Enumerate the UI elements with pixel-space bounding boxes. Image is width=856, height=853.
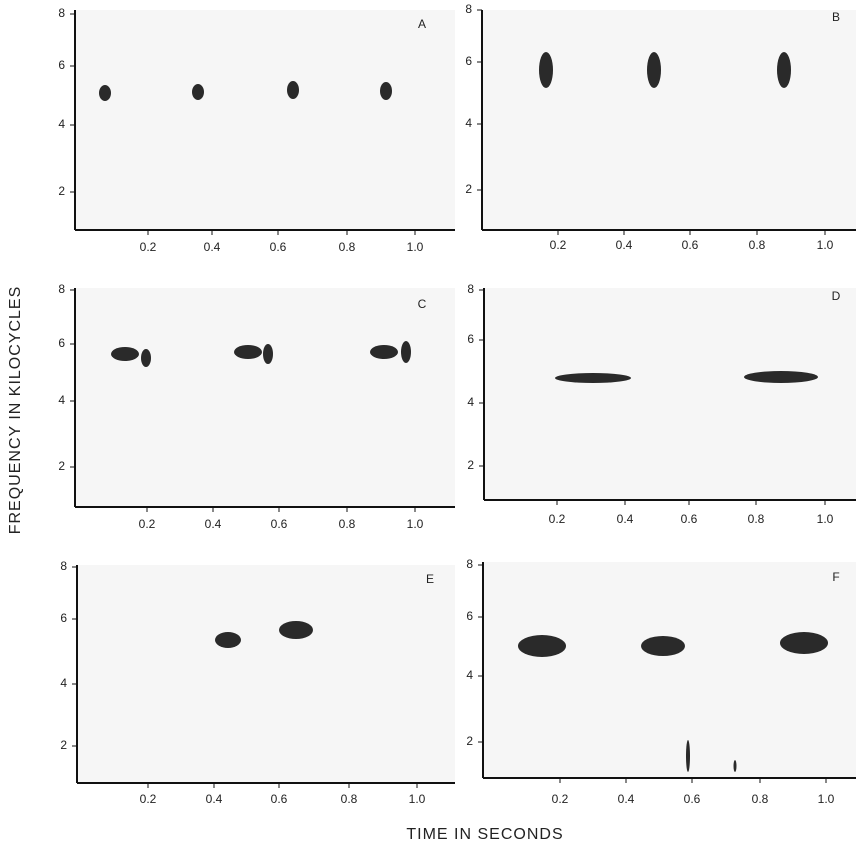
x-tick-label: 0.4: [204, 240, 221, 254]
syllable: [777, 52, 791, 88]
x-tick-label: 0.4: [618, 792, 635, 806]
syllable: [263, 344, 273, 364]
y-tick-label: 2: [466, 734, 473, 748]
spectrogram-area: [75, 10, 455, 230]
x-tick-label: 1.0: [409, 792, 426, 806]
y-tick-label: 4: [466, 668, 473, 682]
x-tick-label: 1.0: [817, 512, 834, 526]
panel-label: A: [418, 17, 426, 31]
panel-label: B: [832, 10, 840, 24]
x-tick-label: 0.8: [339, 517, 356, 531]
syllable: [234, 345, 262, 359]
y-tick-label: 4: [467, 395, 474, 409]
y-tick-label: 6: [58, 336, 65, 350]
x-tick-label: 1.0: [818, 792, 835, 806]
syllable: [647, 52, 661, 88]
x-tick-label: 0.2: [549, 512, 566, 526]
y-tick-label: 8: [58, 282, 65, 296]
x-tick-label: 0.4: [206, 792, 223, 806]
y-tick-label: 8: [466, 557, 473, 571]
x-tick-label: 1.0: [407, 517, 424, 531]
panel-label: F: [832, 570, 839, 584]
syllable: [370, 345, 398, 359]
syllable: [744, 371, 818, 383]
x-tick-label: 0.2: [550, 238, 567, 252]
y-tick-label: 2: [465, 182, 472, 196]
x-tick-label: 0.8: [341, 792, 358, 806]
x-tick-label: 0.6: [271, 792, 288, 806]
y-tick-label: 6: [467, 332, 474, 346]
spectrogram-area: [483, 562, 856, 778]
x-tick-label: 0.6: [270, 240, 287, 254]
x-tick-label: 0.2: [552, 792, 569, 806]
x-tick-label: 0.2: [139, 517, 156, 531]
syllable: [279, 621, 313, 639]
y-tick-label: 2: [467, 458, 474, 472]
syllable: [215, 632, 241, 648]
x-tick-label: 1.0: [817, 238, 834, 252]
syllable: [99, 85, 111, 101]
x-tick-label: 0.2: [140, 792, 157, 806]
y-tick-label: 8: [58, 6, 65, 20]
syllable: [518, 635, 566, 657]
x-axis-label: TIME IN SECONDS: [406, 826, 563, 843]
syllable: [111, 347, 139, 361]
panel-label: E: [426, 572, 434, 586]
y-axis-label: FREQUENCY IN KILOCYCLES: [7, 286, 24, 535]
spectrogram-area: [77, 565, 455, 783]
x-tick-label: 0.8: [339, 240, 356, 254]
x-tick-label: 1.0: [407, 240, 424, 254]
y-tick-label: 4: [465, 116, 472, 130]
y-tick-label: 2: [60, 738, 67, 752]
syllable: [401, 341, 411, 363]
y-tick-label: 8: [465, 2, 472, 16]
syllable: [141, 349, 151, 367]
x-tick-label: 0.6: [684, 792, 701, 806]
x-tick-label: 0.8: [749, 238, 766, 252]
syllable: [539, 52, 553, 88]
syllable: [686, 740, 690, 772]
y-tick-label: 4: [60, 676, 67, 690]
syllable: [192, 84, 204, 100]
y-tick-label: 8: [467, 282, 474, 296]
x-tick-label: 0.8: [752, 792, 769, 806]
syllable: [287, 81, 299, 99]
x-tick-label: 0.6: [682, 238, 699, 252]
syllable: [780, 632, 828, 654]
x-tick-label: 0.4: [205, 517, 222, 531]
x-tick-label: 0.4: [617, 512, 634, 526]
y-tick-label: 2: [58, 184, 65, 198]
y-tick-label: 4: [58, 117, 65, 131]
panel-label: C: [418, 297, 427, 311]
syllable: [555, 373, 631, 383]
x-tick-label: 0.8: [748, 512, 765, 526]
panel-label: D: [832, 289, 841, 303]
syllable: [380, 82, 392, 100]
y-tick-label: 2: [58, 459, 65, 473]
y-tick-label: 8: [60, 559, 67, 573]
spectrogram-area: [75, 288, 455, 507]
syllable: [641, 636, 685, 656]
y-tick-label: 4: [58, 393, 65, 407]
y-tick-label: 6: [466, 609, 473, 623]
spectrogram-area: [482, 10, 856, 230]
y-tick-label: 6: [60, 611, 67, 625]
x-tick-label: 0.6: [681, 512, 698, 526]
x-tick-label: 0.2: [140, 240, 157, 254]
y-tick-label: 6: [465, 54, 472, 68]
x-tick-label: 0.4: [616, 238, 633, 252]
y-tick-label: 6: [58, 58, 65, 72]
syllable: [733, 760, 737, 772]
x-tick-label: 0.6: [271, 517, 288, 531]
spectrogram-area: [484, 288, 856, 500]
